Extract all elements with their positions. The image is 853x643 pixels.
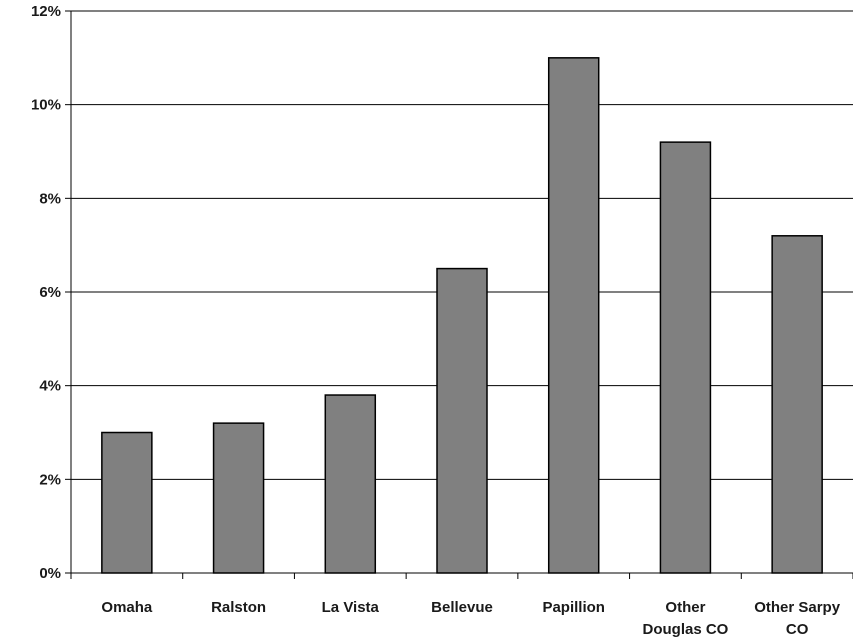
bar — [324, 394, 377, 574]
x-tick-label: Ralston — [211, 599, 266, 616]
y-tick-label: 12% — [31, 3, 61, 20]
y-tick-label: 8% — [39, 190, 61, 207]
x-tick-label: Omaha — [101, 599, 153, 616]
bar — [547, 57, 600, 574]
y-tick-label: 2% — [39, 471, 61, 488]
x-tick-label: Papillion — [542, 599, 605, 616]
bar — [212, 422, 265, 574]
y-tick-labels: 0% 2% 4% 6% 8% 10% 12% — [31, 3, 61, 582]
x-tick-label: Other Sarpy — [754, 599, 841, 616]
y-tick-label: 6% — [39, 284, 61, 301]
x-tick-marks — [70, 573, 853, 579]
y-tick-label: 0% — [39, 565, 61, 582]
bar — [771, 235, 823, 574]
x-tick-label: Other — [665, 599, 705, 616]
x-tick-label: La Vista — [322, 599, 380, 616]
bars — [101, 57, 823, 574]
axes — [70, 11, 853, 574]
x-tick-label: Bellevue — [431, 599, 493, 616]
y-tick-label: 4% — [39, 378, 61, 395]
x-tick-label: Douglas CO — [643, 621, 729, 638]
bar — [659, 141, 712, 574]
category-labels: Omaha Ralston La Vista Bellevue Papillion Oth… — [101, 599, 840, 638]
bar — [101, 431, 153, 574]
bar — [436, 267, 488, 574]
x-tick-label: CO — [786, 621, 809, 638]
y-tick-label: 10% — [31, 97, 61, 114]
